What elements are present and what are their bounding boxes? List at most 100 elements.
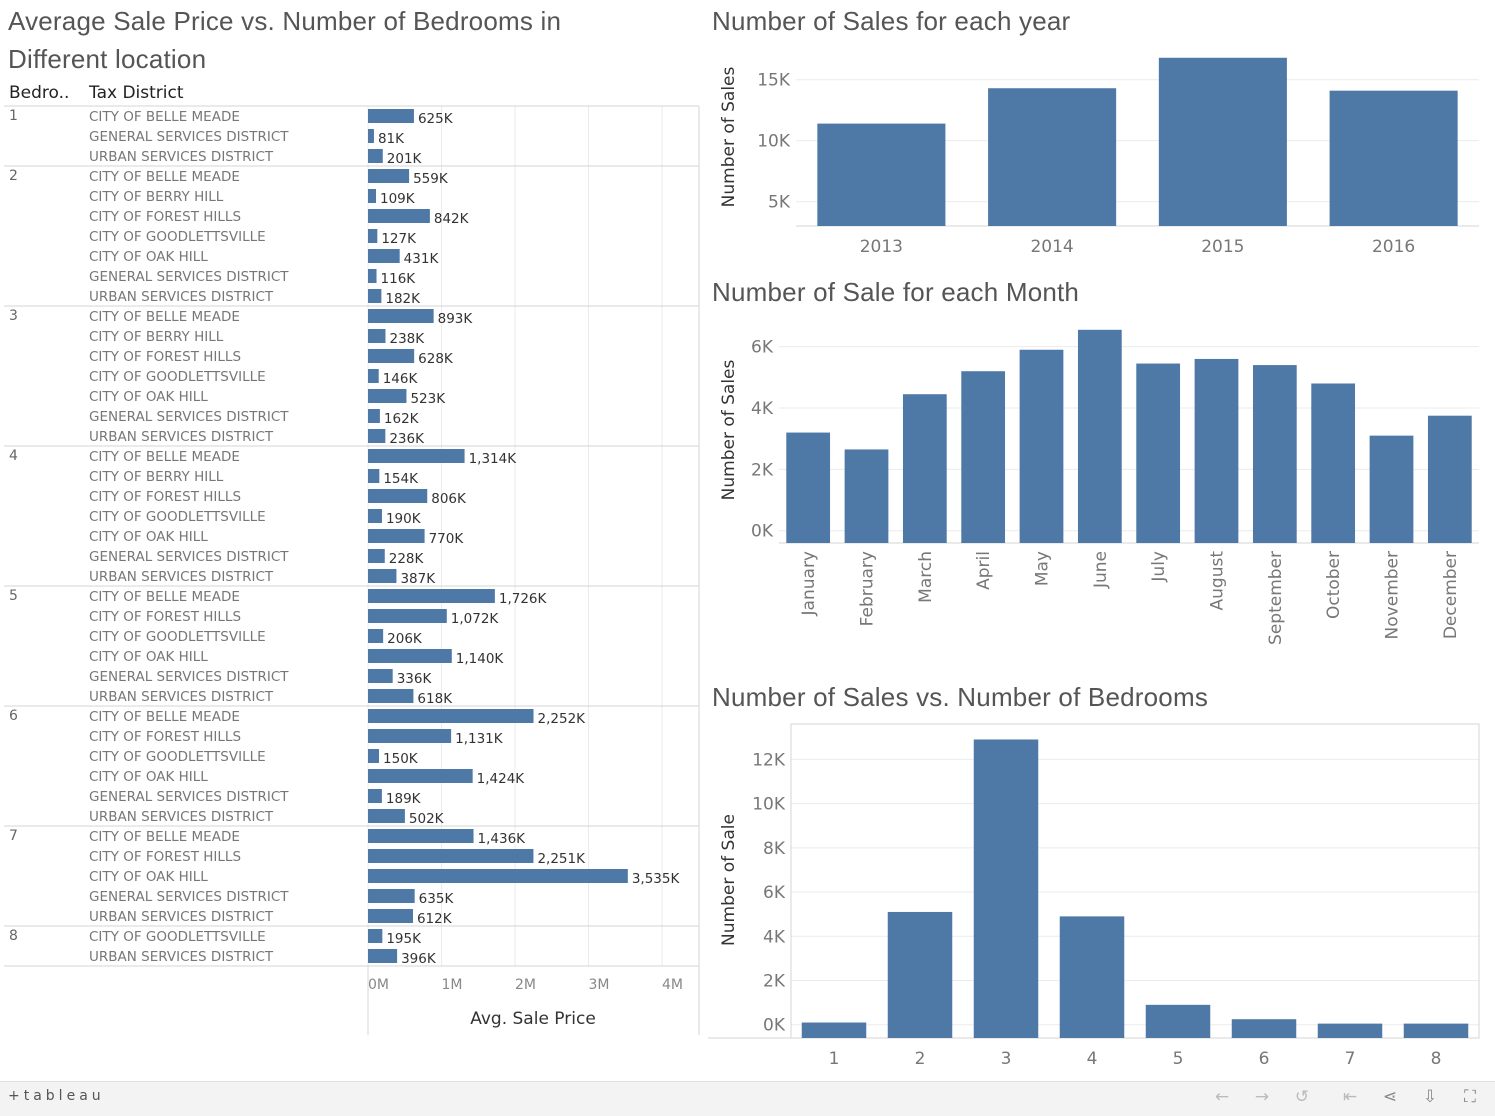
bar[interactable]: [1019, 349, 1064, 543]
bar[interactable]: [1231, 1019, 1297, 1038]
price-bar[interactable]: [368, 469, 380, 483]
price-bar[interactable]: [368, 829, 474, 843]
tax-district-label[interactable]: CITY OF BELLE MEADE: [89, 169, 240, 185]
tax-district-label[interactable]: CITY OF OAK HILL: [89, 869, 208, 885]
tax-district-label[interactable]: URBAN SERVICES DISTRICT: [89, 429, 274, 445]
tax-district-label[interactable]: GENERAL SERVICES DISTRICT: [89, 129, 289, 145]
tax-district-label[interactable]: URBAN SERVICES DISTRICT: [89, 289, 274, 305]
bar[interactable]: [1077, 329, 1122, 543]
tax-district-label[interactable]: CITY OF BERRY HILL: [89, 329, 224, 345]
tax-district-label[interactable]: URBAN SERVICES DISTRICT: [89, 569, 274, 585]
tax-district-label[interactable]: CITY OF GOODLETTSVILLE: [89, 749, 266, 765]
price-bar[interactable]: [368, 769, 473, 783]
bar[interactable]: [786, 432, 831, 543]
x-axis-title[interactable]: Avg. Sale Price: [470, 1009, 596, 1029]
share-icon[interactable]: ⋖: [1382, 1087, 1398, 1107]
bar[interactable]: [1329, 90, 1458, 226]
price-bar[interactable]: [368, 449, 465, 463]
y-axis-title[interactable]: Number of Sales: [719, 359, 739, 500]
tax-district-label[interactable]: CITY OF GOODLETTSVILLE: [89, 369, 266, 385]
bar[interactable]: [844, 449, 889, 543]
bar[interactable]: [902, 394, 947, 543]
tax-district-label[interactable]: CITY OF BERRY HILL: [89, 469, 224, 485]
column-header-tax-district[interactable]: Tax District: [88, 83, 184, 103]
tax-district-label[interactable]: CITY OF OAK HILL: [89, 389, 208, 405]
bedroom-group-label[interactable]: 6: [9, 708, 18, 724]
tax-district-label[interactable]: CITY OF BELLE MEADE: [89, 109, 240, 125]
price-bar[interactable]: [368, 489, 428, 503]
tax-district-label[interactable]: CITY OF GOODLETTSVILLE: [89, 229, 266, 245]
price-bar[interactable]: [368, 109, 414, 123]
tax-district-label[interactable]: CITY OF GOODLETTSVILLE: [89, 509, 266, 525]
fullscreen-icon[interactable]: ⛶: [1464, 1087, 1476, 1107]
bar[interactable]: [1369, 435, 1414, 543]
price-bar[interactable]: [368, 189, 377, 203]
bar[interactable]: [1427, 415, 1472, 543]
bar[interactable]: [817, 123, 946, 226]
bedroom-group-label[interactable]: 5: [9, 588, 18, 604]
tax-district-label[interactable]: URBAN SERVICES DISTRICT: [89, 149, 274, 165]
price-bar[interactable]: [368, 689, 414, 703]
price-bar[interactable]: [368, 949, 398, 963]
bar[interactable]: [1252, 365, 1297, 543]
price-bar[interactable]: [368, 289, 382, 303]
price-bar[interactable]: [368, 309, 434, 323]
bedroom-group-label[interactable]: 4: [9, 448, 18, 464]
tax-district-label[interactable]: CITY OF BELLE MEADE: [89, 709, 240, 725]
tax-district-label[interactable]: CITY OF BELLE MEADE: [89, 449, 240, 465]
y-axis-title[interactable]: Number of Sales: [719, 66, 739, 207]
tax-district-label[interactable]: CITY OF OAK HILL: [89, 769, 208, 785]
first-icon[interactable]: ⇤: [1342, 1087, 1358, 1107]
price-bar[interactable]: [368, 429, 386, 443]
tax-district-label[interactable]: CITY OF BELLE MEADE: [89, 829, 240, 845]
tax-district-label[interactable]: GENERAL SERVICES DISTRICT: [89, 669, 289, 685]
tax-district-label[interactable]: URBAN SERVICES DISTRICT: [89, 949, 274, 965]
bar[interactable]: [801, 1022, 867, 1038]
bar[interactable]: [1059, 916, 1125, 1038]
price-bar[interactable]: [368, 649, 452, 663]
price-bar[interactable]: [368, 529, 425, 543]
bar[interactable]: [1194, 358, 1239, 543]
tax-district-label[interactable]: CITY OF OAK HILL: [89, 529, 208, 545]
tax-district-label[interactable]: CITY OF GOODLETTSVILLE: [89, 629, 266, 645]
tax-district-label[interactable]: CITY OF BELLE MEADE: [89, 309, 240, 325]
tax-district-label[interactable]: CITY OF FOREST HILLS: [89, 729, 241, 745]
tax-district-label[interactable]: URBAN SERVICES DISTRICT: [89, 809, 274, 825]
bar[interactable]: [1136, 363, 1181, 543]
bar[interactable]: [961, 371, 1006, 543]
bar[interactable]: [1311, 383, 1356, 543]
price-bar[interactable]: [368, 749, 380, 763]
price-bar[interactable]: [368, 409, 380, 423]
bar[interactable]: [988, 88, 1117, 226]
tax-district-label[interactable]: CITY OF FOREST HILLS: [89, 489, 241, 505]
price-bar[interactable]: [368, 709, 534, 723]
price-bar[interactable]: [368, 669, 393, 683]
tax-district-label[interactable]: CITY OF FOREST HILLS: [89, 349, 241, 365]
price-bar[interactable]: [368, 629, 384, 643]
sales-by-year-bar-chart[interactable]: 5K 10K 15K 2013 2014 2015 2016 Number of Sales: [704, 40, 1495, 272]
price-bar[interactable]: [368, 789, 382, 803]
price-bar[interactable]: [368, 249, 400, 263]
bedroom-group-label[interactable]: 8: [9, 928, 18, 944]
price-bar[interactable]: [368, 269, 377, 283]
bedroom-group-label[interactable]: 7: [9, 828, 18, 844]
price-bar[interactable]: [368, 929, 383, 943]
tax-district-label[interactable]: CITY OF GOODLETTSVILLE: [89, 929, 266, 945]
tax-district-label[interactable]: CITY OF FOREST HILLS: [89, 209, 241, 225]
tax-district-label[interactable]: CITY OF OAK HILL: [89, 649, 208, 665]
tax-district-label[interactable]: CITY OF FOREST HILLS: [89, 609, 241, 625]
tableau-logo[interactable]: +tableau: [8, 1088, 105, 1104]
price-bar[interactable]: [368, 349, 415, 363]
avg-price-bar-chart[interactable]: Bedro.. Tax District 1 CITY OF BELLE MEADE 6…: [0, 80, 704, 1040]
price-bar[interactable]: [368, 869, 628, 883]
tax-district-label[interactable]: CITY OF OAK HILL: [89, 249, 208, 265]
price-bar[interactable]: [368, 909, 413, 923]
price-bar[interactable]: [368, 849, 534, 863]
revert-icon[interactable]: ↺: [1294, 1087, 1310, 1107]
price-bar[interactable]: [368, 169, 410, 183]
price-bar[interactable]: [368, 369, 379, 383]
tax-district-label[interactable]: GENERAL SERVICES DISTRICT: [89, 409, 289, 425]
bar[interactable]: [973, 739, 1039, 1038]
bar[interactable]: [1145, 1004, 1211, 1038]
sales-by-bedrooms-bar-chart[interactable]: 0K 2K 4K 6K 8K 10K 12K 1 2 3 4 5 6 7 8 Number of Sale: [704, 720, 1495, 1076]
